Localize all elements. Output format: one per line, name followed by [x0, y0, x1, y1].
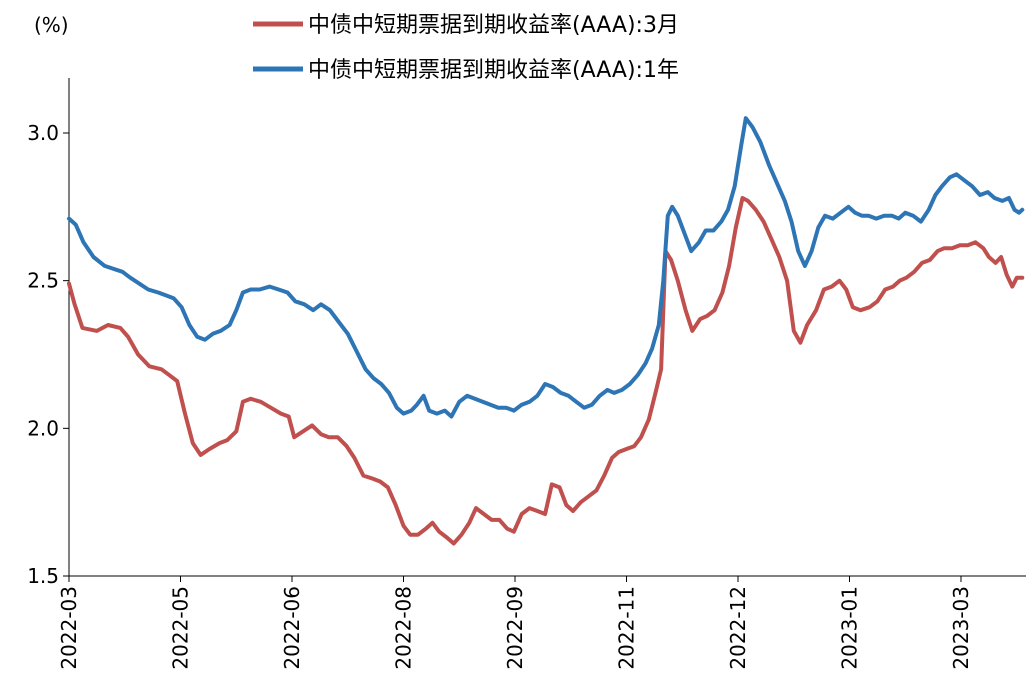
x-tick-label: 2022-03: [57, 586, 81, 670]
legend-label: 中债中短期票据到期收益率(AAA):1年: [308, 58, 679, 83]
x-tick-label: 2022-11: [615, 586, 639, 670]
y-tick-label: 1.5: [27, 564, 59, 588]
legend-label: 中债中短期票据到期收益率(AAA):3月: [308, 13, 679, 38]
x-tick-label: 2022-08: [392, 586, 416, 670]
y-tick-label: 3.0: [27, 121, 59, 145]
x-tick-label: 2023-01: [838, 586, 862, 670]
x-tick-label: 2022-05: [169, 586, 193, 670]
y-axis: 1.5 2.0 2.5 3.0: [27, 78, 70, 588]
x-tick-label: 2022-06: [280, 586, 304, 670]
x-axis: 2022-03 2022-05 2022-06 2022-08 2022-09 2022-…: [57, 575, 1026, 670]
x-tick-label: 2022-12: [726, 586, 750, 670]
y-tick-label: 2.0: [27, 416, 59, 440]
y-axis-unit-label: (%): [34, 13, 69, 37]
x-tick-label: 2023-03: [949, 586, 973, 670]
x-tick-label: 2022-09: [503, 586, 527, 670]
series-line-1y: [67, 116, 1025, 419]
series-group: [67, 116, 1025, 546]
series-line-3m: [67, 196, 1025, 546]
y-tick-label: 2.5: [27, 269, 59, 293]
